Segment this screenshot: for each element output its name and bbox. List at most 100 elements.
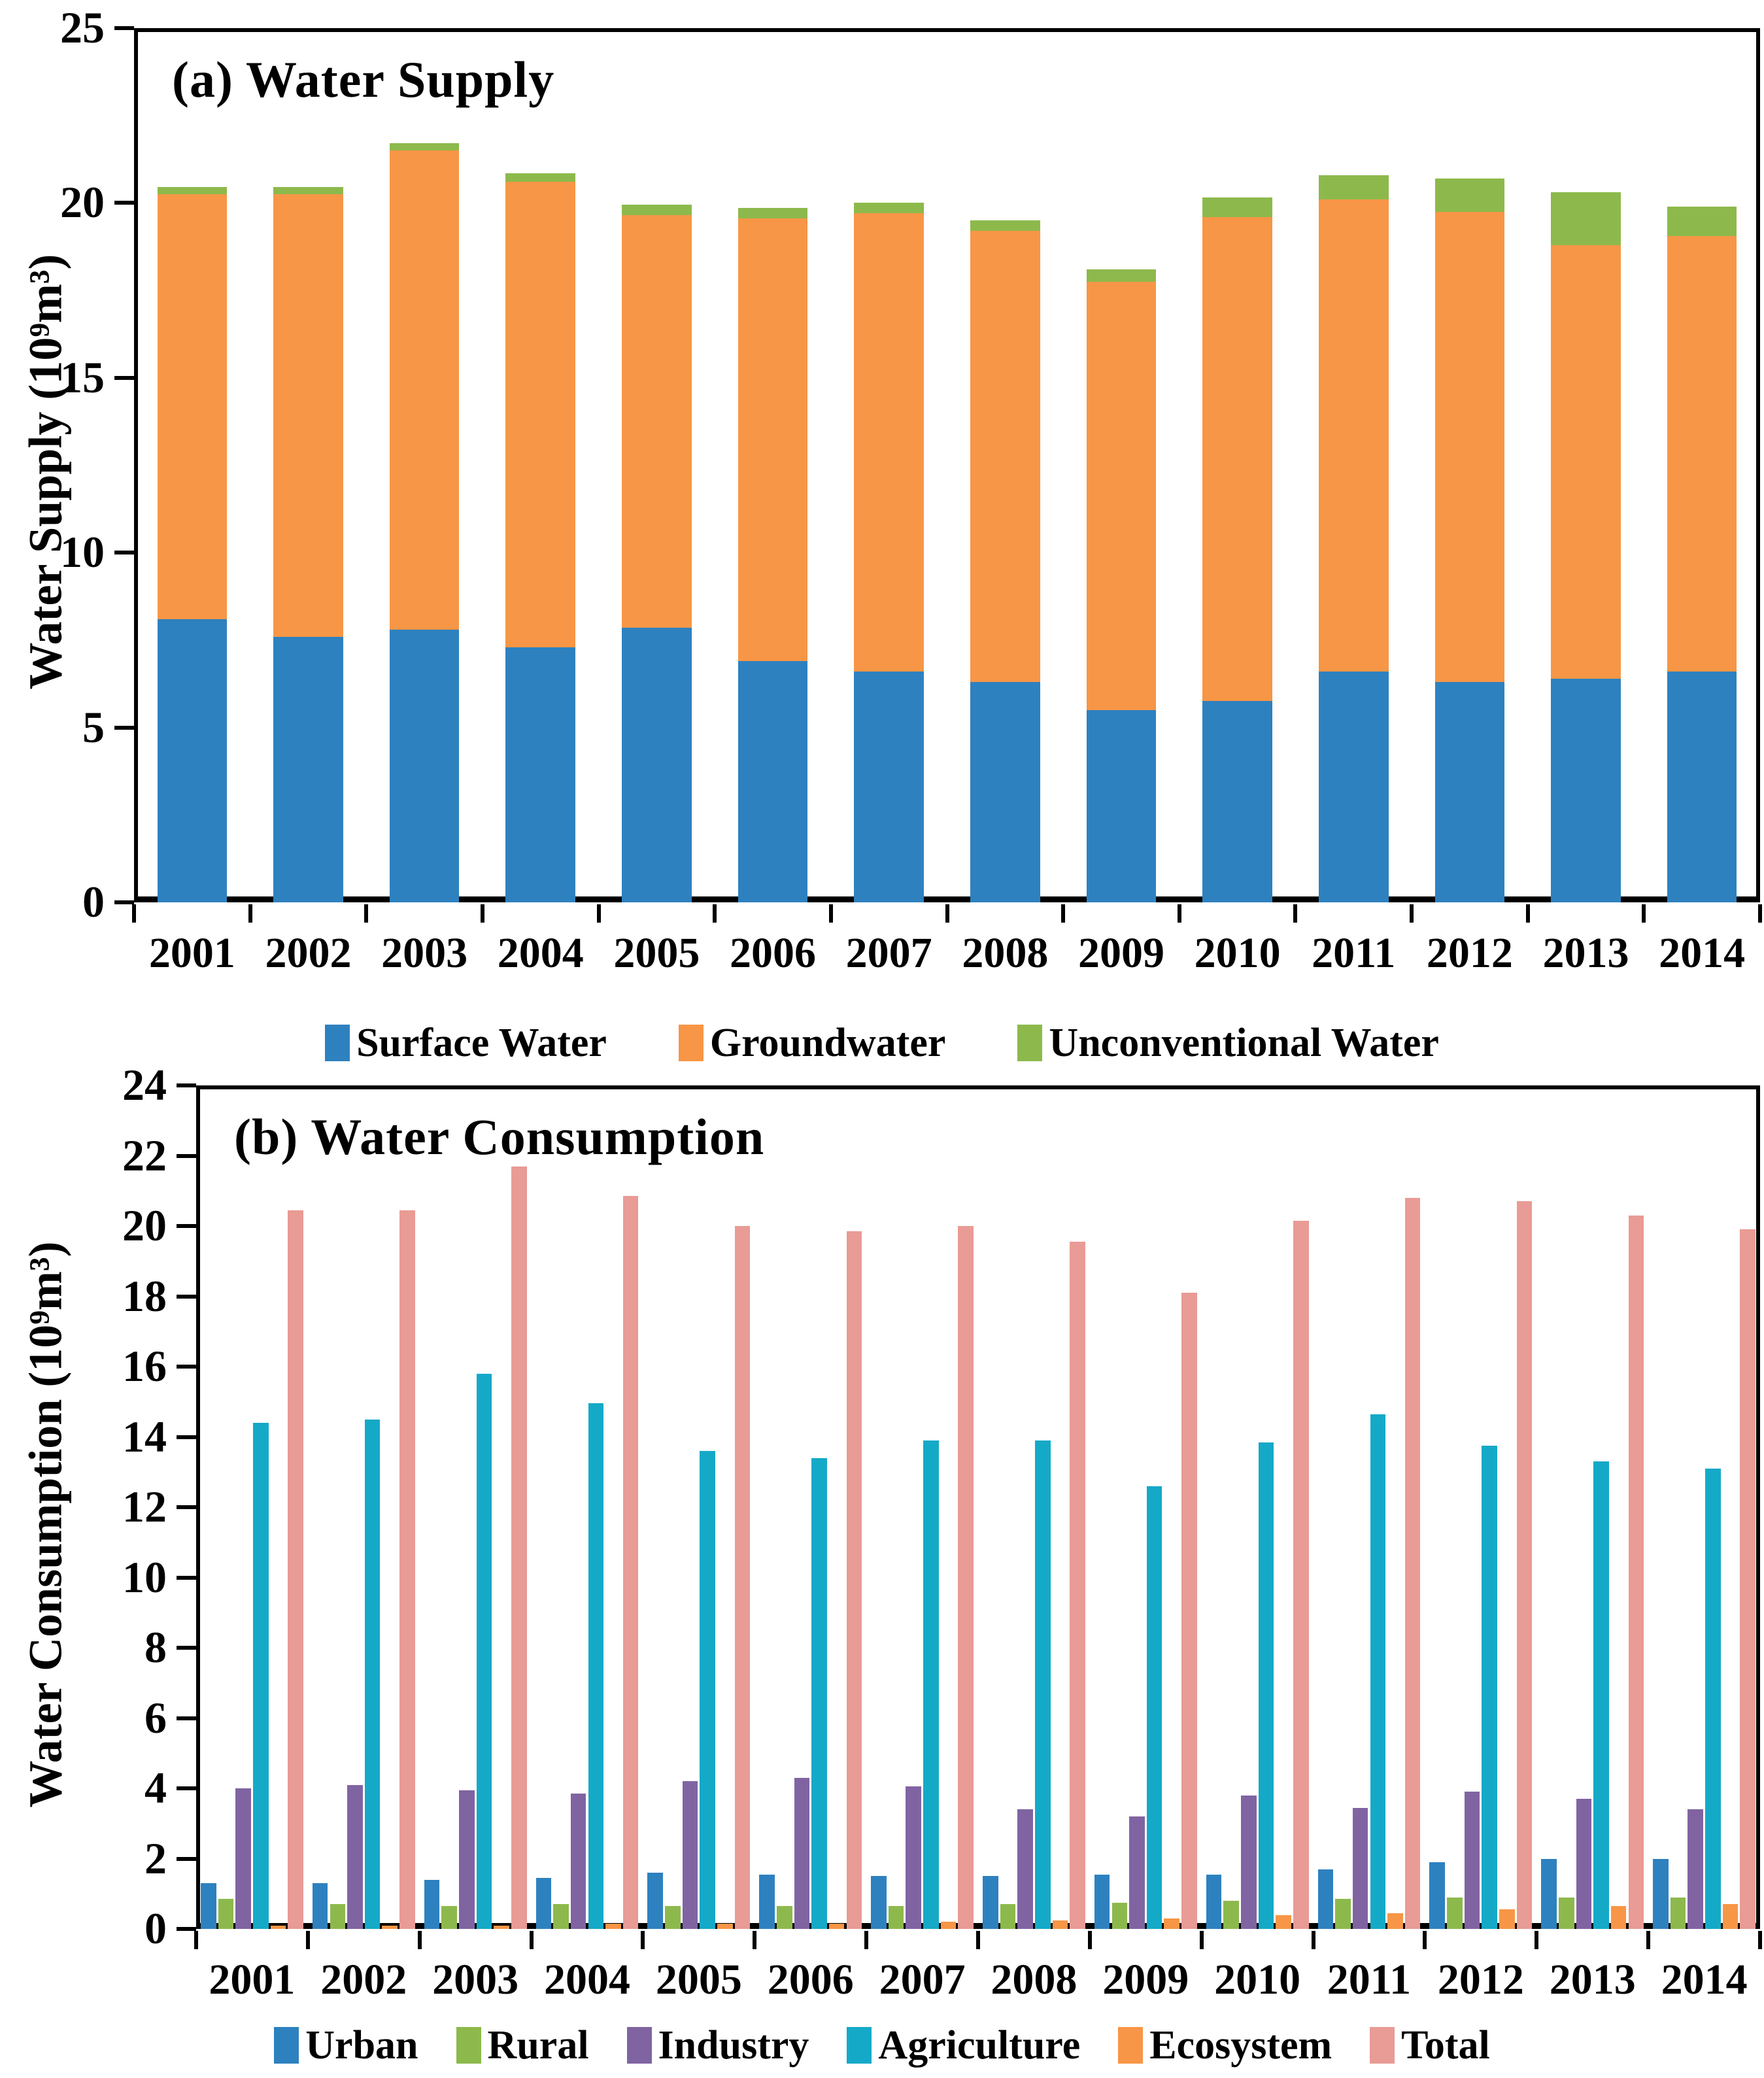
bar-industry-2001	[235, 1788, 251, 1929]
bar-ecosystem-2011	[1387, 1913, 1403, 1929]
y-tick-label: 4	[144, 1763, 167, 1813]
x-tick-label-2009: 2009	[1077, 929, 1164, 977]
bar-agriculture-2014	[1705, 1468, 1721, 1929]
bar-rural-2008	[1000, 1904, 1016, 1929]
bar-urban-2010	[1206, 1874, 1222, 1929]
y-tick-mark	[114, 725, 134, 730]
x-tick-mark	[1646, 1931, 1651, 1949]
x-tick-label-2011: 2011	[1327, 1956, 1412, 2003]
bar-unconventional-water-2007	[854, 203, 924, 214]
y-tick-mark	[114, 551, 134, 555]
bar-agriculture-2005	[700, 1451, 715, 1929]
bar-total-2005	[734, 1226, 751, 1929]
legend-label: Surface Water	[356, 1020, 607, 1065]
y-tick-label: 10	[122, 1552, 167, 1602]
x-tick-label-2003: 2003	[381, 929, 468, 977]
x-tick-label-2013: 2013	[1542, 929, 1629, 977]
x-tick-mark	[976, 1931, 980, 1949]
x-tick-label-2012: 2012	[1426, 929, 1513, 977]
bar-ecosystem-2002	[382, 1925, 398, 1929]
bar-industry-2004	[570, 1794, 586, 1929]
bar-surface-water-2010	[1202, 701, 1272, 902]
bar-ecosystem-2012	[1499, 1909, 1515, 1929]
x-tick-label-2014: 2014	[1659, 929, 1746, 977]
x-tick-label-2006: 2006	[730, 929, 817, 977]
bar-urban-2012	[1429, 1862, 1446, 1929]
y-tick-label: 14	[122, 1411, 167, 1461]
bar-groundwater-2006	[738, 218, 808, 661]
legend-swatch-icon	[678, 1025, 704, 1061]
y-tick-label: 0	[82, 877, 105, 927]
chart-a-title: (a) Water Supply	[172, 51, 555, 108]
bar-surface-water-2009	[1086, 709, 1157, 902]
bar-unconventional-water-2014	[1667, 206, 1737, 237]
bar-urban-2003	[424, 1879, 440, 1929]
legend-item-rural: Rural	[456, 2022, 589, 2069]
legend-label: Rural	[487, 2022, 589, 2068]
bar-surface-water-2011	[1318, 672, 1389, 902]
bar-industry-2002	[347, 1784, 363, 1929]
bar-industry-2003	[459, 1790, 475, 1929]
y-tick-mark	[114, 26, 134, 30]
bar-total-2010	[1293, 1220, 1309, 1929]
bar-surface-water-2012	[1434, 682, 1505, 902]
x-tick-mark	[305, 1931, 310, 1949]
bar-agriculture-2010	[1258, 1442, 1274, 1929]
y-tick-mark	[177, 1224, 196, 1228]
bar-total-2004	[622, 1196, 639, 1929]
y-tick-label: 24	[122, 1060, 167, 1110]
x-tick-mark	[1758, 904, 1762, 923]
x-tick-mark	[828, 904, 833, 923]
legend-swatch-icon	[1017, 1025, 1043, 1061]
bar-urban-2007	[871, 1876, 887, 1929]
bar-agriculture-2003	[476, 1373, 492, 1929]
x-tick-label-2001: 2001	[209, 1956, 296, 2003]
bar-unconventional-water-2013	[1551, 192, 1621, 245]
bar-agriculture-2009	[1146, 1486, 1162, 1929]
bar-ecosystem-2005	[717, 1923, 733, 1929]
chart-a-legend: Surface Water Groundwater Unconventional W…	[0, 1007, 1764, 1079]
bar-unconventional-water-2010	[1202, 197, 1272, 217]
bar-groundwater-2007	[854, 213, 924, 672]
legend-swatch-icon	[325, 1025, 350, 1061]
x-tick-label-2001: 2001	[148, 929, 235, 977]
x-tick-label-2006: 2006	[767, 1956, 854, 2003]
bar-groundwater-2009	[1086, 281, 1157, 710]
bar-agriculture-2013	[1593, 1461, 1609, 1929]
bar-groundwater-2013	[1551, 245, 1621, 679]
bar-industry-2014	[1688, 1809, 1704, 1929]
bar-groundwater-2011	[1318, 199, 1389, 672]
bar-total-2001	[288, 1210, 303, 1929]
bar-groundwater-2012	[1434, 211, 1505, 683]
chart-a-y-axis-title: Water Supply (10⁹m³)	[19, 254, 72, 690]
bar-rural-2005	[665, 1906, 681, 1929]
x-tick-label-2002: 2002	[265, 929, 352, 977]
bar-urban-2014	[1653, 1858, 1669, 1929]
bar-unconventional-water-2012	[1434, 178, 1505, 212]
bar-ecosystem-2008	[1052, 1920, 1068, 1929]
x-tick-mark	[1293, 904, 1298, 923]
x-tick-mark	[248, 904, 252, 923]
bar-rural-2014	[1670, 1897, 1686, 1929]
bar-rural-2001	[218, 1899, 234, 1929]
x-tick-label-2008: 2008	[991, 1956, 1077, 2003]
x-tick-mark	[713, 904, 717, 923]
y-tick-label: 18	[122, 1270, 167, 1321]
bar-industry-2005	[682, 1781, 698, 1929]
bar-rural-2012	[1447, 1897, 1463, 1929]
x-tick-label-2013: 2013	[1549, 1956, 1636, 2003]
y-tick-mark	[177, 1083, 196, 1087]
x-tick-mark	[1061, 904, 1066, 923]
bar-total-2011	[1404, 1198, 1421, 1929]
x-tick-label-2010: 2010	[1214, 1956, 1301, 2003]
x-tick-label-2012: 2012	[1437, 1956, 1524, 2003]
bar-agriculture-2008	[1034, 1440, 1051, 1929]
bar-surface-water-2005	[622, 628, 692, 902]
bar-unconventional-water-2005	[622, 205, 692, 216]
bar-surface-water-2003	[389, 629, 460, 902]
x-tick-label-2004: 2004	[543, 1956, 630, 2003]
x-tick-mark	[480, 904, 484, 923]
x-tick-label-2008: 2008	[962, 929, 1049, 977]
legend-item-agriculture: Agriculture	[847, 2022, 1080, 2069]
bar-groundwater-2001	[157, 194, 228, 619]
